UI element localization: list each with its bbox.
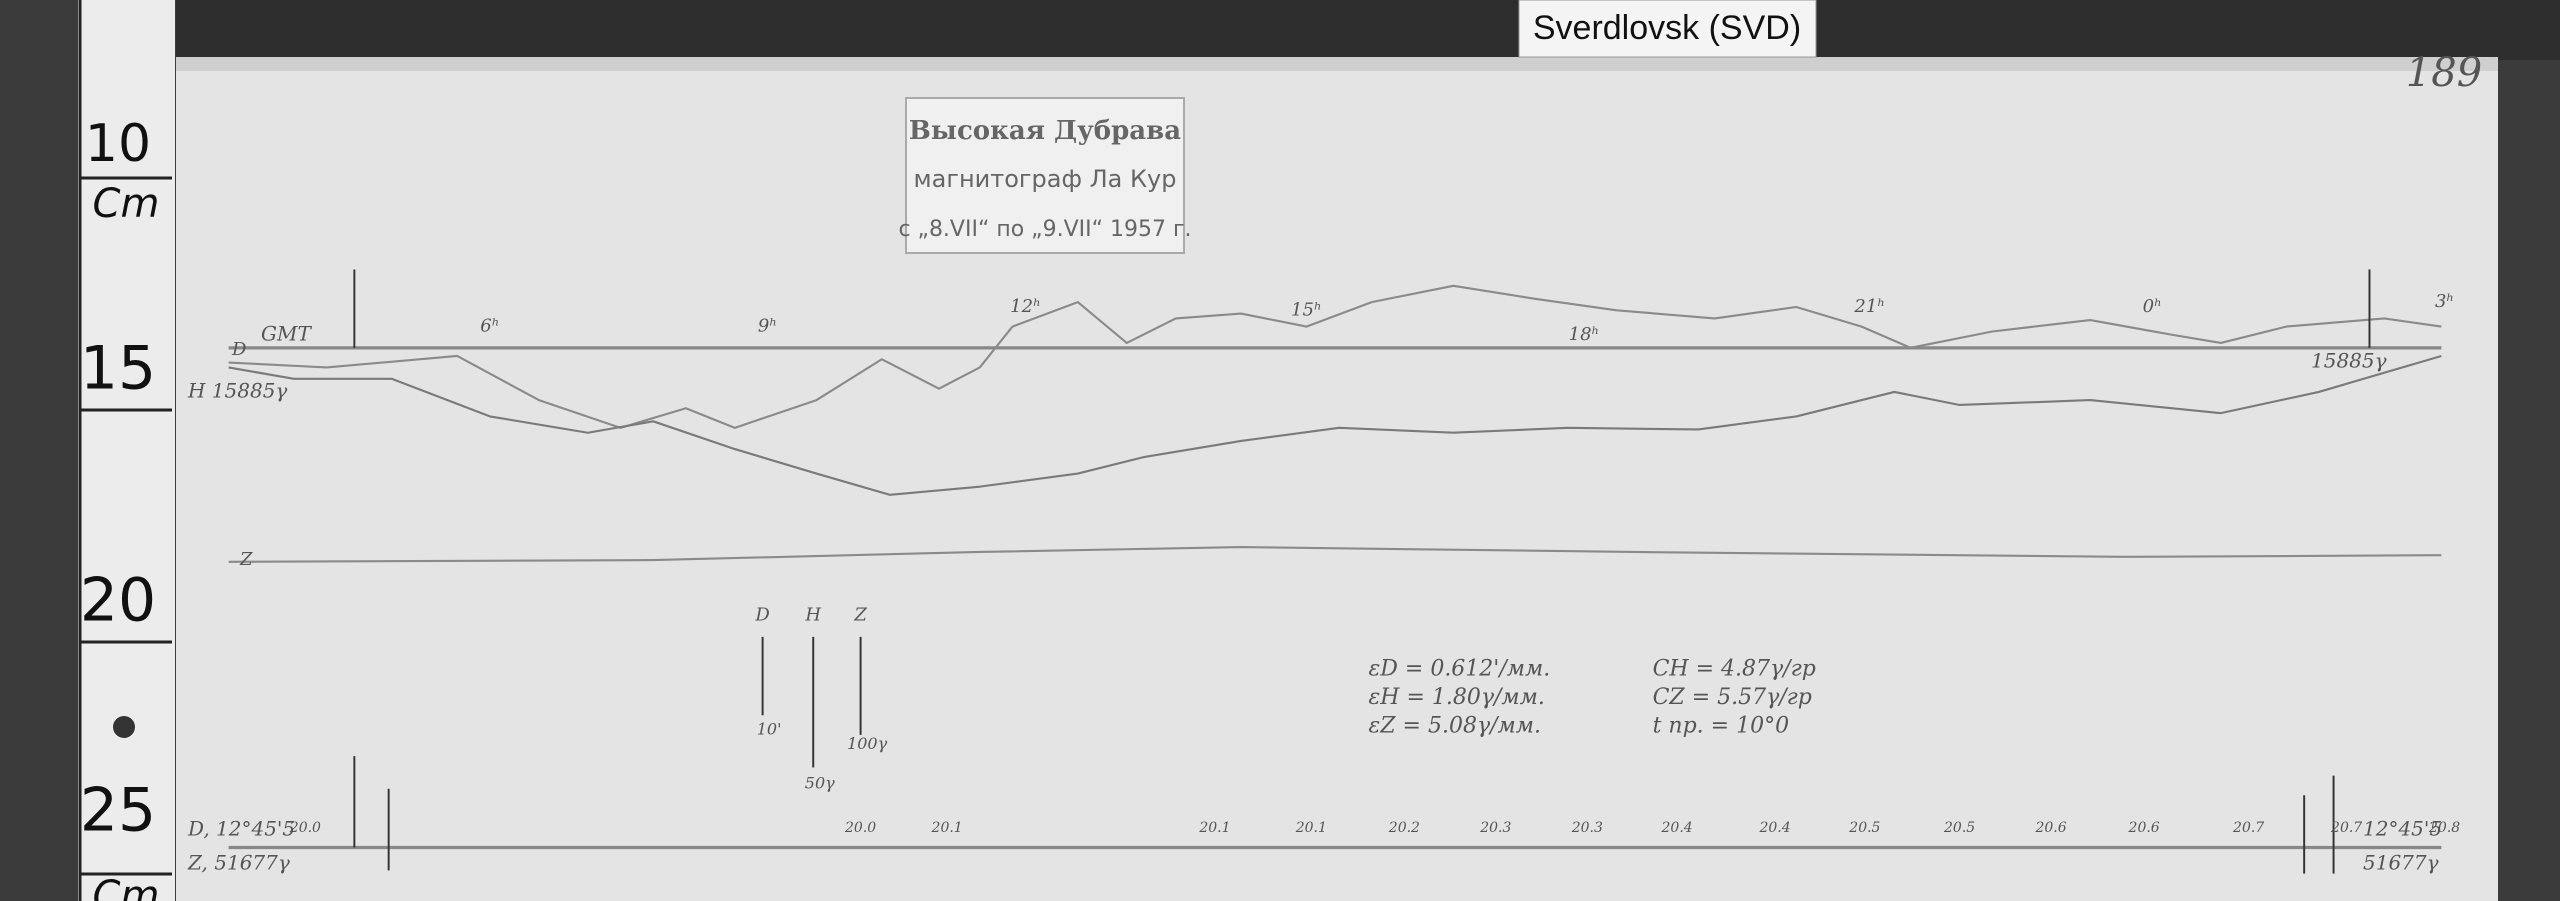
scale-bar-label: 50γ: [805, 773, 835, 792]
temperature-label: 20.0: [289, 820, 321, 836]
temperature-label: 20.2: [1388, 820, 1420, 836]
ruler-hole: [113, 716, 135, 738]
z-trace: [228, 545, 2442, 563]
ruler-label: 10: [85, 114, 151, 174]
baseline-label: Z, 51677γ: [187, 851, 290, 875]
scale-bar-label: 100γ: [847, 734, 888, 753]
d-trace: [228, 284, 2442, 429]
scale-bar-name: H: [804, 605, 821, 626]
ruler-label: 20: [80, 566, 156, 636]
ruler: [78, 0, 175, 901]
d-label: D: [231, 339, 247, 360]
scale-bar-name: D: [754, 605, 770, 626]
scale-bar-labels: D 10' H 50γ Z 100γ: [754, 605, 887, 793]
constants: εD = 0.612'/мм. εH = 1.80γ/мм. εZ = 5.08γ/…: [1368, 657, 1815, 739]
temperature-label: 20.4: [1758, 820, 1790, 836]
temperature-label: 20.3: [1479, 820, 1511, 836]
hour-label: 6ʰ: [480, 316, 499, 337]
scale-bar-label: 10': [757, 719, 782, 738]
station-tab: [1518, 0, 1817, 58]
paper-sheet: [176, 57, 2498, 901]
temperature-labels: 20.0 20.0 20.1 20.1 20.1 20.2 20.3 20.3 20.4 20.4…: [289, 820, 2460, 836]
h-trace: [228, 354, 2442, 496]
constant: εH = 1.80γ/мм.: [1368, 685, 1544, 710]
stamp-line: с „8.VII“ по „9.VII“ 1957 г.: [898, 217, 1191, 242]
hour-label: 12ʰ: [1010, 296, 1041, 317]
h-label: H 15885γ: [187, 379, 287, 403]
station-name: Sverdlovsk (SVD): [1533, 9, 1801, 47]
baseline-label: D, 12°45'5: [187, 817, 295, 841]
temperature-label: 20.1: [1198, 820, 1230, 836]
constant: εZ = 5.08γ/мм.: [1368, 714, 1541, 739]
constant: CH = 4.87γ/гр: [1653, 657, 1816, 682]
baseline-label: 51677γ: [2363, 851, 2439, 875]
ruler-label: 15: [80, 334, 156, 404]
hour-labels: 6ʰ 9ʰ 12ʰ 15ʰ 18ʰ 21ʰ 0ʰ 3ʰ: [480, 291, 2454, 345]
temperature-label: 20.6: [2128, 820, 2160, 836]
scale-bar-name: Z: [853, 605, 867, 626]
hour-label: 0ʰ: [2143, 296, 2162, 317]
paper-edge: [176, 57, 2498, 71]
stamp-line: Высокая Дубрава: [909, 116, 1181, 146]
stamp: [905, 97, 1185, 254]
top-shelf: [176, 0, 2560, 60]
temperature-label: 20.7: [2232, 820, 2264, 836]
sheet-number: 189: [2406, 50, 2482, 96]
temperature-label: 20.5: [1848, 820, 1880, 836]
constant: εD = 0.612'/мм.: [1368, 657, 1550, 682]
time-axis-label: GMT: [261, 322, 312, 346]
hour-label: 15ʰ: [1291, 299, 1322, 320]
hour-label: 21ʰ: [1853, 296, 1885, 317]
traces: [228, 269, 2442, 874]
temperature-label: 20.8: [2428, 820, 2460, 836]
hour-label: 3ʰ: [2435, 291, 2454, 312]
ruler-label: Cm: [93, 873, 160, 901]
ruler-label: 25: [80, 776, 156, 846]
hour-label: 9ʰ: [758, 316, 777, 337]
baseline-label: 12°45'5: [2363, 817, 2442, 841]
constant: t пр. = 10°0: [1653, 714, 1790, 739]
temperature-label: 20.5: [1943, 820, 1975, 836]
temperature-label: 20.1: [1295, 820, 1327, 836]
temperature-label: 20.3: [1571, 820, 1603, 836]
h-right-label: 15885γ: [2311, 349, 2387, 373]
temperature-label: 20.6: [2034, 820, 2066, 836]
ruler-label: Cm: [93, 181, 160, 227]
temperature-label: 20.0: [844, 820, 876, 836]
temperature-label: 20.4: [1661, 820, 1693, 836]
stamp-line: магнитограф Ла Кур: [914, 165, 1177, 193]
z-label: Z: [239, 549, 253, 570]
temperature-label: 20.1: [931, 820, 963, 836]
constant: CZ = 5.57γ/гр: [1653, 685, 1812, 710]
hour-label: 18ʰ: [1569, 324, 1600, 345]
temperature-label: 20.7: [2330, 820, 2362, 836]
